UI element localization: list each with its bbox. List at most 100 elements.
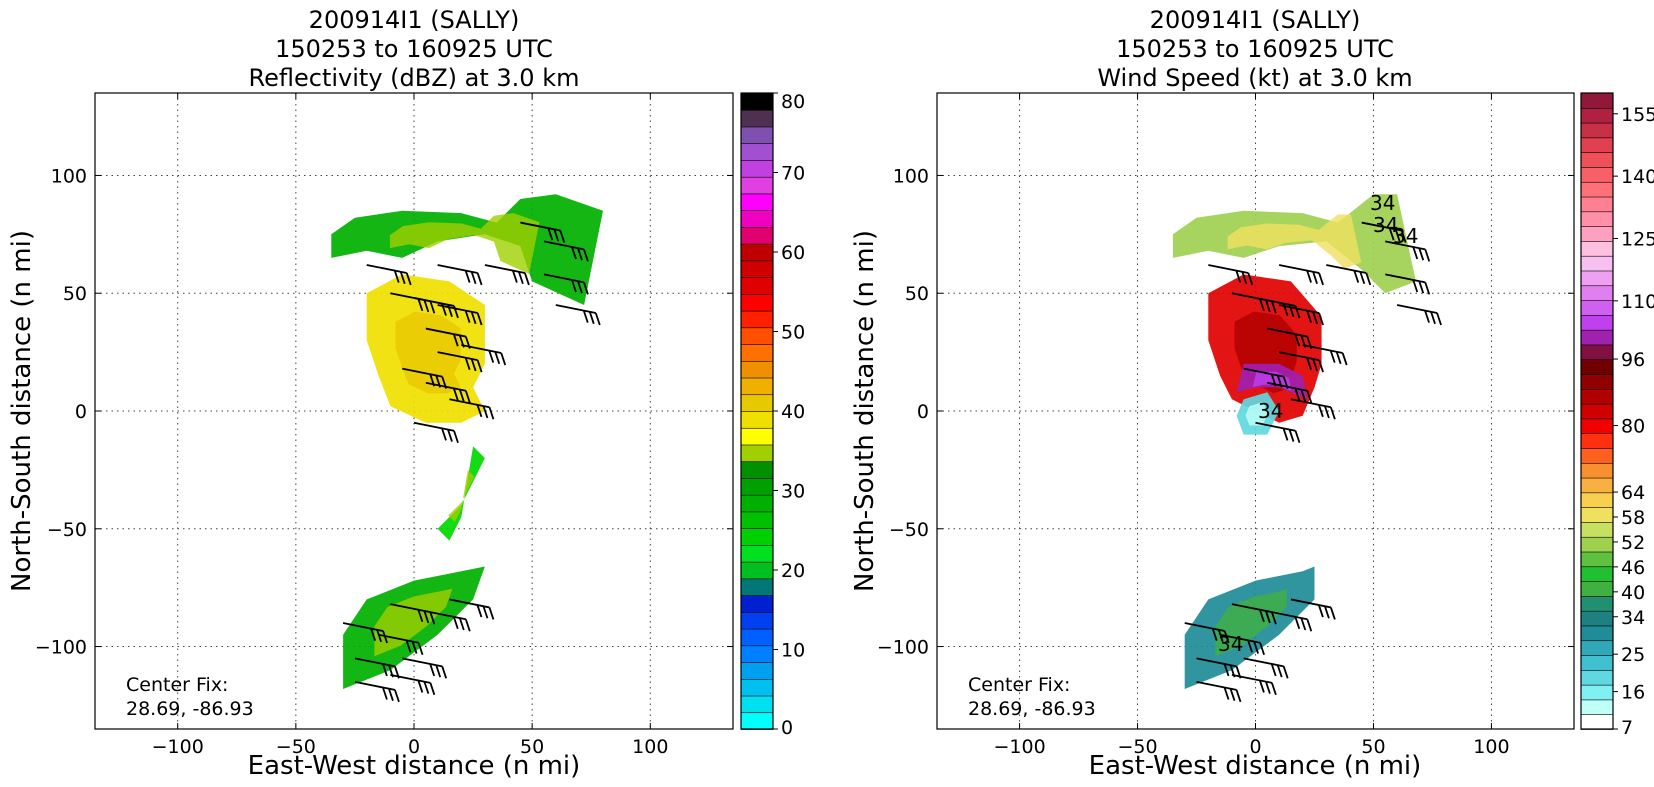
wind-barb-feather [1253, 641, 1259, 654]
colorbar-segment [740, 176, 774, 195]
colorbar-segment [740, 360, 774, 379]
wind-barb-feather [1312, 271, 1318, 285]
colorbar-segment [1580, 477, 1614, 494]
wind-barb-staff [1196, 657, 1237, 668]
wind-barb-feather [452, 388, 459, 401]
colorbar-tick-label: 40 [1621, 582, 1645, 604]
colorbar-segment [740, 243, 774, 262]
field-region [1172, 194, 1416, 294]
wind-barb-feather [1318, 404, 1324, 418]
colorbar-tick-label: 34 [1621, 607, 1645, 629]
wind-barb-staff [342, 622, 384, 632]
wind-barb-feather [1353, 270, 1360, 283]
colorbar-segment [1580, 713, 1614, 730]
contour-label: 34 [1258, 399, 1283, 423]
colorbar-tick-label: 0 [781, 717, 793, 739]
wind-barb-feather [447, 429, 453, 442]
colorbar-segment [1580, 181, 1614, 198]
wind-barb-feather [405, 640, 412, 653]
wind-barb-feather [1335, 351, 1342, 365]
wind-barb-feather [1259, 642, 1265, 656]
wind-barb-feather [1235, 270, 1242, 283]
colorbar-tick-label: 140 [1621, 166, 1654, 188]
colorbar-segment [1580, 462, 1614, 479]
wind-barb-feather [441, 428, 447, 441]
wind-barb-feather [1341, 352, 1348, 366]
colorbar-segment [740, 92, 774, 111]
colorbar-segment [740, 711, 774, 730]
wind-barb-feather [1394, 229, 1401, 242]
wind-barb-feather [518, 271, 524, 285]
left-field [331, 194, 603, 689]
wind-barb-feather [417, 680, 424, 693]
colorbar-tick-label: 20 [781, 560, 805, 582]
wind-barb-staff [1278, 351, 1320, 361]
wind-barb-staff [449, 398, 490, 409]
wind-barb-feather [1306, 357, 1312, 370]
wind-barb-feather [411, 641, 418, 654]
wind-barb-feather [1418, 280, 1425, 294]
colorbar-tick-label: 40 [781, 401, 805, 423]
wind-barb-feather [476, 272, 483, 286]
colorbar-segment [740, 293, 774, 312]
left-ylabel: North-South distance (n mi) [7, 230, 37, 592]
wind-barb-feather [1306, 618, 1313, 632]
colorbar-segment [1580, 566, 1614, 582]
wind-barb-staff [1267, 327, 1308, 338]
colorbar-segment [1580, 432, 1614, 449]
colorbar-segment [1580, 92, 1614, 109]
colorbar-segment [1580, 506, 1614, 523]
wind-barb-feather [1412, 246, 1419, 260]
wind-barb-feather [1288, 429, 1295, 442]
colorbar-segment [740, 260, 774, 278]
colorbar-segment [740, 343, 774, 362]
right-title-line1: 200914I1 (SALLY) [1150, 6, 1361, 34]
wind-barb-feather [1430, 311, 1436, 325]
wind-barb-feather [512, 270, 518, 283]
colorbar-segment [740, 226, 774, 245]
colorbar-segment [740, 327, 774, 345]
panel-left: 200914I1 (SALLY) 150253 to 160925 UTC Re… [7, 6, 805, 781]
wind-barb-feather [453, 430, 459, 444]
wind-barb-staff [1231, 673, 1273, 684]
wind-barb-feather [1211, 628, 1218, 641]
left-title-line2: 150253 to 160925 UTC [275, 35, 553, 63]
wind-barb-feather [470, 271, 477, 285]
wind-barb-staff [1396, 304, 1438, 314]
x-tick-label: 0 [1249, 736, 1261, 758]
colorbar-segment [1580, 625, 1614, 642]
colorbar-segment [1580, 639, 1614, 656]
colorbar-segment [740, 628, 774, 647]
colorbar-segment [1580, 595, 1614, 612]
wind-barb-feather [1300, 617, 1307, 631]
colorbar-segment [740, 645, 774, 663]
wind-barb-staff [437, 264, 478, 274]
wind-barb-feather [470, 358, 477, 372]
wind-barb-feather [488, 607, 495, 620]
colorbar-segment [740, 678, 774, 697]
wind-barb-feather [1312, 311, 1318, 325]
x-tick-label: 50 [1361, 736, 1385, 758]
colorbar-segment [740, 310, 774, 329]
colorbar-segment [1580, 669, 1614, 686]
wind-barb-feather [577, 280, 583, 294]
wind-barb-staff [1361, 221, 1402, 232]
colorbar-segment [740, 444, 774, 463]
left-axis-ticks: −100 −50 0 50 100 −100 −50 0 50 100 [35, 93, 733, 758]
wind-barb-feather [441, 666, 448, 679]
wind-barb-feather [1223, 687, 1230, 700]
wind-barb-feather [482, 605, 489, 619]
wind-barb-staff [520, 221, 561, 232]
right-axis-ticks: −100 −50 0 50 100 −100 −50 0 50 100 [877, 93, 1574, 758]
wind-barb-staff [543, 273, 585, 284]
colorbar-segment [1580, 299, 1614, 316]
colorbar-segment [1580, 344, 1614, 361]
colorbar-segment [740, 661, 774, 680]
colorbar-tick-label: 7 [1621, 717, 1633, 739]
wind-barb-feather [394, 689, 400, 703]
wind-barb-staff [390, 673, 431, 684]
wind-barb-feather [571, 246, 577, 260]
colorbar-segment [1580, 122, 1614, 139]
wind-barb-feather [464, 390, 471, 404]
